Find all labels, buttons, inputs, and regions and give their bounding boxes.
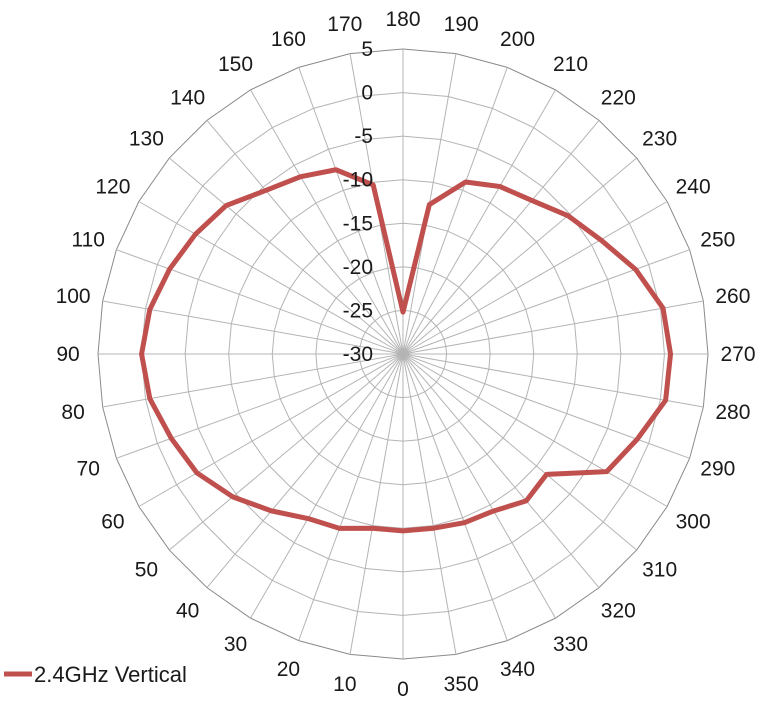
angle-tick-label: 170	[327, 13, 362, 36]
angle-tick-label: 100	[56, 285, 91, 308]
angle-tick-label: 50	[135, 558, 158, 581]
radial-tick-label: -5	[354, 125, 373, 148]
grid-spoke-110	[116, 249, 404, 355]
grid-spoke-80	[102, 353, 404, 408]
grid-spoke-250	[402, 249, 690, 355]
angle-tick-label: 310	[642, 558, 677, 581]
grid-spoke-150	[250, 89, 404, 355]
angle-tick-label: 270	[720, 343, 755, 366]
angle-tick-label: 80	[61, 401, 84, 424]
grid-spoke-60	[138, 353, 404, 507]
grid-spoke-100	[102, 300, 404, 355]
grid-spoke-30	[250, 353, 404, 619]
angle-tick-label: 210	[553, 53, 588, 76]
grid-spoke-240	[402, 201, 668, 355]
angle-tick-label: 260	[715, 285, 750, 308]
angle-tick-label: 20	[277, 658, 300, 681]
grid-spoke-10	[349, 353, 404, 655]
angle-tick-label: 300	[676, 511, 711, 534]
legend-label-2-4ghz-vertical: 2.4GHz Vertical	[34, 662, 187, 687]
radial-tick-labels: -30 -25 -20 -15 -10 -5 0 5	[343, 38, 373, 366]
radial-tick-label: -15	[343, 212, 373, 235]
grid-spoke-300	[402, 353, 668, 507]
angle-tick-label: 60	[101, 511, 124, 534]
angle-tick-label: 40	[176, 600, 199, 623]
angle-tick-label: 350	[444, 673, 479, 696]
angle-tick-label: 150	[218, 53, 253, 76]
radial-tick-label: 5	[361, 38, 373, 61]
grid-spoke-260	[402, 300, 704, 355]
series-layer	[139, 167, 674, 534]
grid-spoke-160	[298, 67, 404, 355]
angle-tick-label: 190	[444, 13, 479, 36]
grid-spoke-70	[116, 353, 404, 459]
angle-tick-label: 200	[500, 28, 535, 51]
grid-spoke-120	[138, 201, 404, 355]
grid-spoke-200	[402, 67, 508, 355]
grid-spoke-130	[169, 157, 404, 355]
angle-tick-label: 110	[71, 228, 104, 251]
grid-spoke-350	[402, 353, 457, 655]
grid-spoke-140	[206, 120, 404, 355]
angle-tick-label: 0	[397, 678, 409, 701]
grid-spoke-330	[402, 353, 556, 619]
grid-spoke-230	[402, 157, 637, 355]
grid-spoke-210	[402, 89, 556, 355]
grid-spoke-290	[402, 353, 690, 459]
angle-tick-label: 240	[676, 176, 711, 199]
grid-spoke-20	[298, 353, 404, 641]
angle-tick-label: 130	[129, 128, 164, 151]
angle-tick-label: 10	[333, 673, 356, 696]
grid-spoke-220	[402, 120, 600, 355]
grid-spoke-40	[206, 353, 404, 588]
angle-tick-labels: 0102030405060708090100110120130140150160…	[56, 8, 756, 701]
radial-tick-label: -25	[343, 299, 373, 322]
grid-spoke-310	[402, 353, 637, 551]
angle-tick-label: 290	[700, 458, 735, 481]
angle-tick-label: 70	[77, 458, 100, 481]
angle-tick-label: 140	[170, 86, 205, 109]
angle-tick-label: 250	[700, 228, 735, 251]
angle-tick-label: 180	[385, 8, 420, 31]
grid-spoke-340	[402, 353, 508, 641]
angle-tick-label: 320	[601, 600, 636, 623]
grid-spoke-320	[402, 353, 600, 588]
angle-tick-label: 220	[601, 86, 636, 109]
angle-tick-label: 280	[715, 401, 750, 424]
angle-tick-label: 330	[553, 633, 588, 656]
chart-grid	[97, 48, 709, 660]
series-line-2-4ghz-vertical	[139, 167, 674, 534]
angle-tick-label: 230	[642, 128, 677, 151]
radial-tick-label: -30	[343, 343, 373, 366]
angle-tick-label: 340	[500, 658, 535, 681]
legend: 2.4GHz Vertical	[4, 662, 187, 687]
radial-tick-label: 0	[361, 82, 373, 105]
angle-tick-label: 30	[224, 633, 247, 656]
angle-tick-label: 160	[271, 28, 306, 51]
angle-tick-label: 120	[95, 176, 130, 199]
grid-spoke-50	[169, 353, 404, 551]
radial-tick-label: -10	[343, 169, 373, 192]
radial-tick-label: -20	[343, 256, 373, 279]
grid-spoke-280	[402, 353, 704, 408]
angle-tick-label: 90	[56, 343, 79, 366]
